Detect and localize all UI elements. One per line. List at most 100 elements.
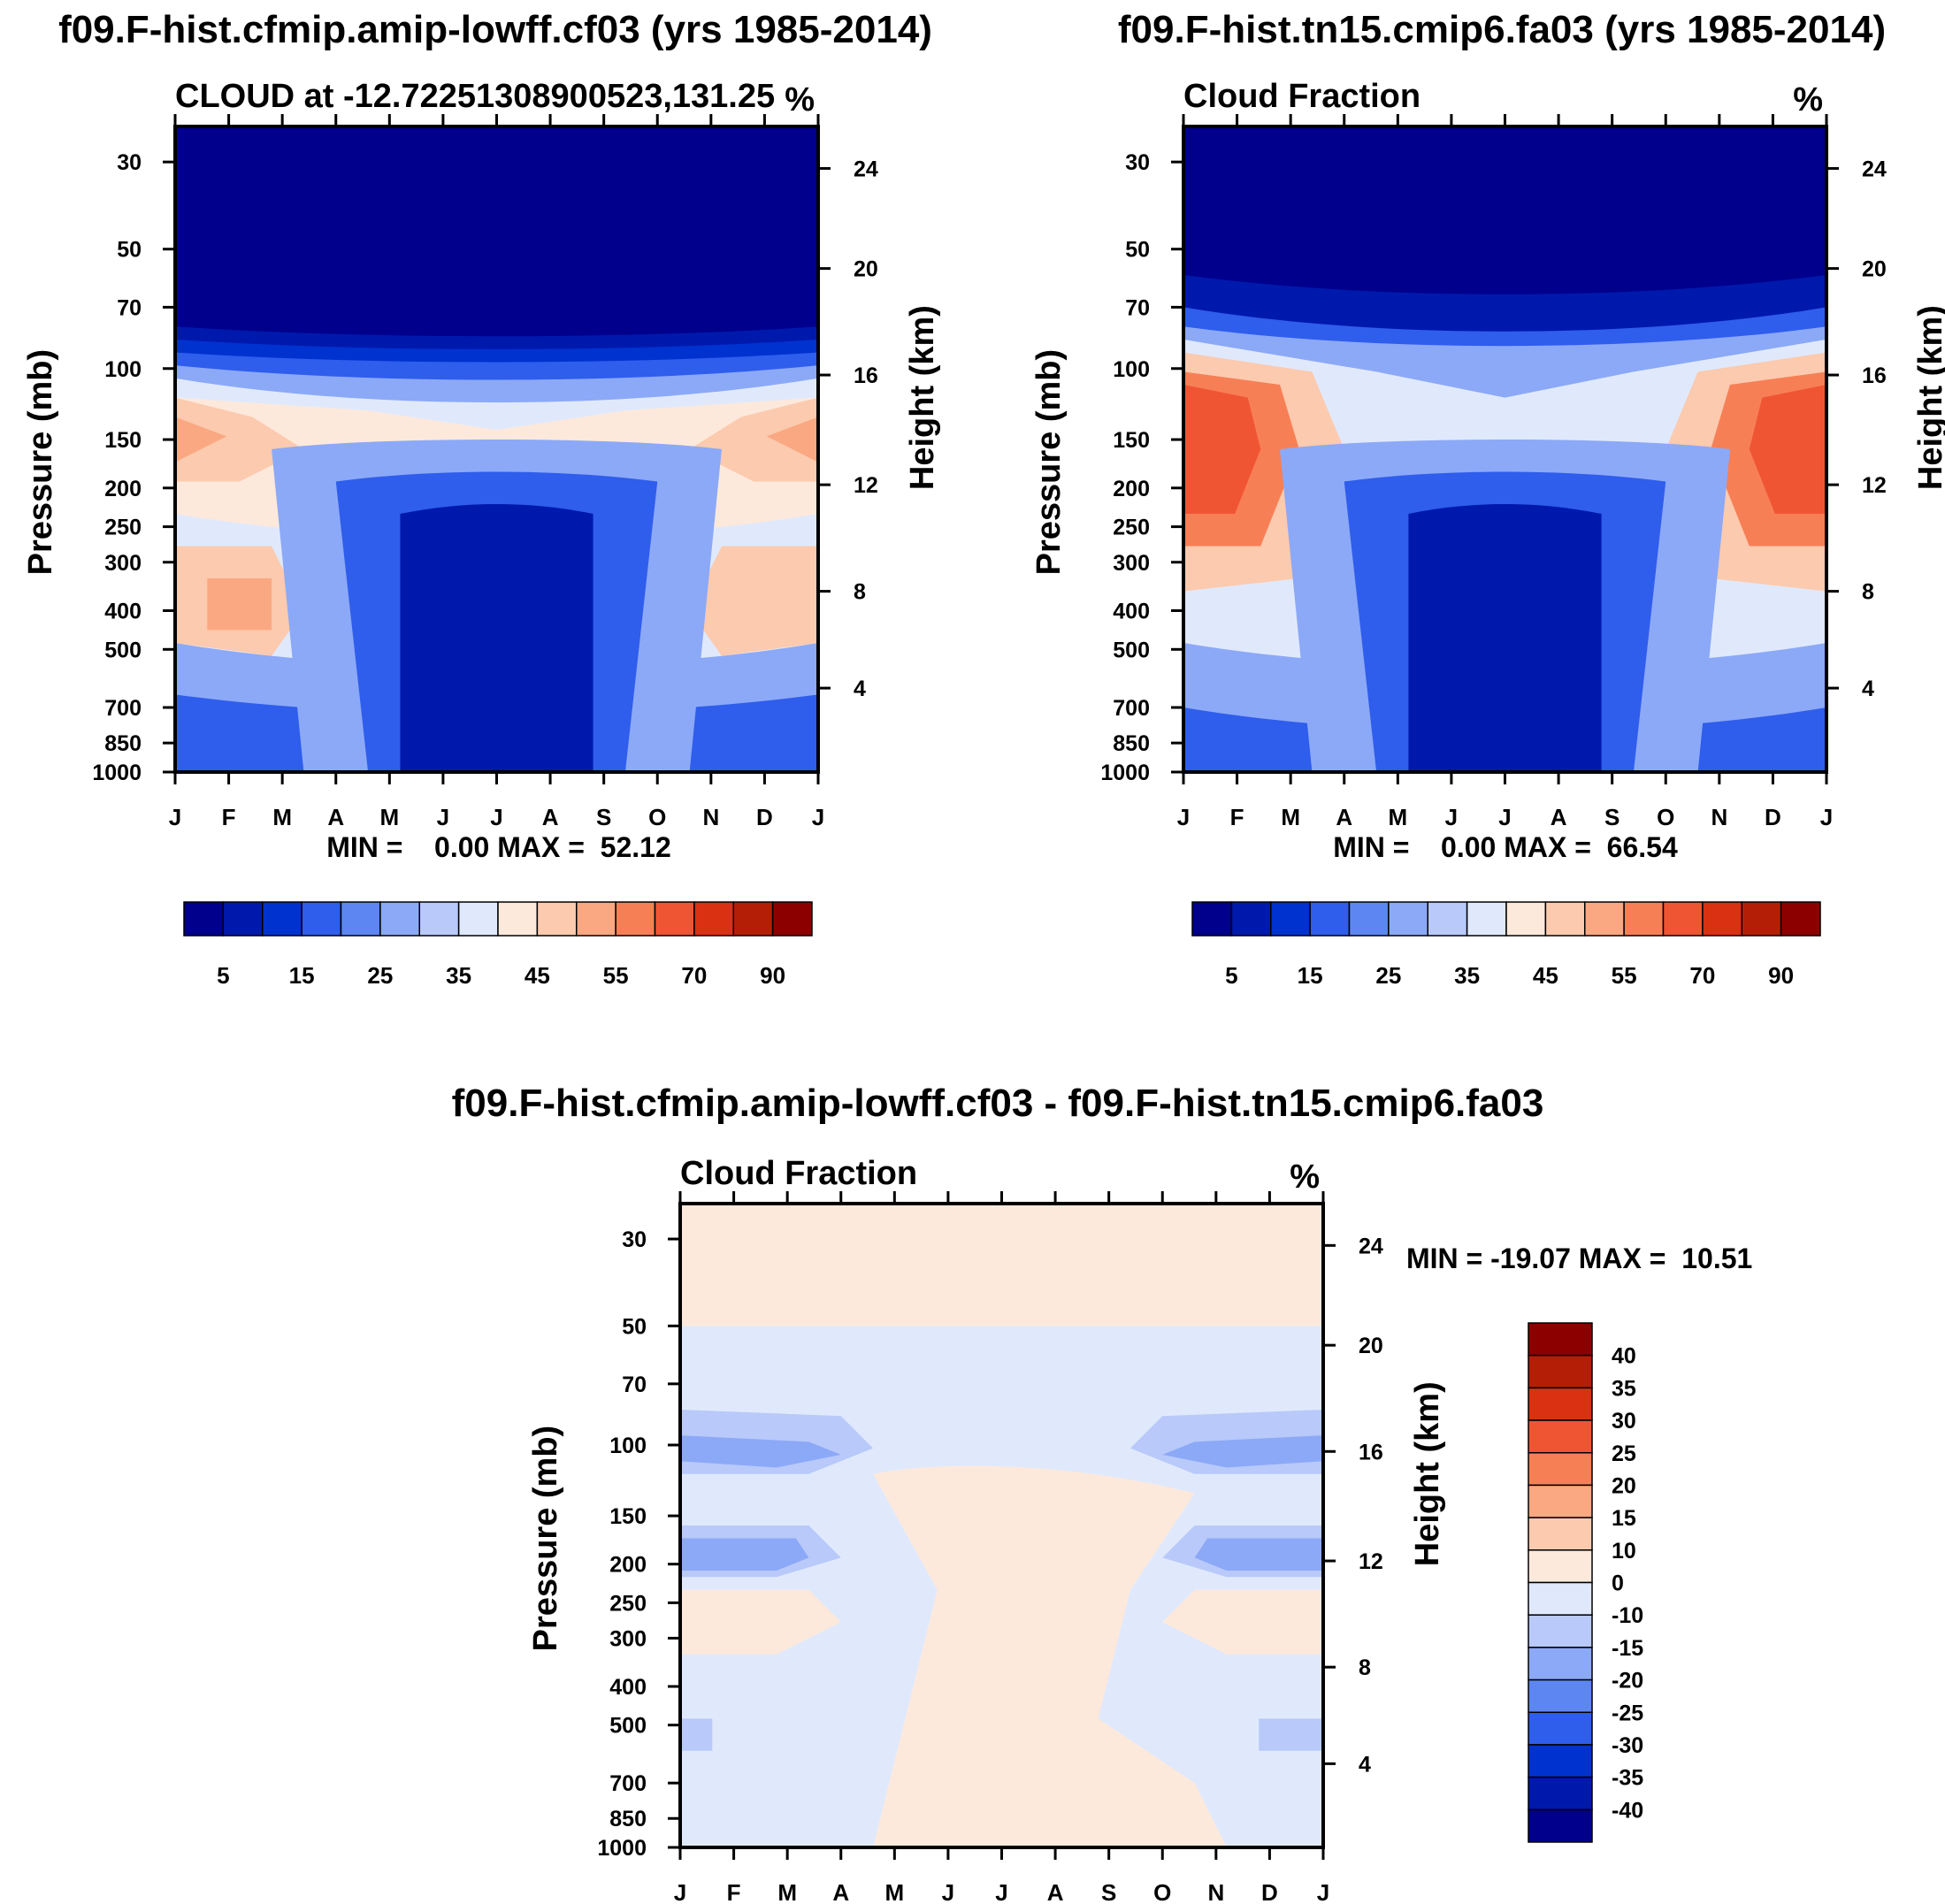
colorbar-swatch <box>1528 1517 1593 1551</box>
y2-tick-label: 8 <box>1862 580 1874 605</box>
colorbar-swatch <box>1528 1354 1593 1389</box>
contour-band <box>175 397 304 482</box>
y2-tick-label: 8 <box>854 580 866 605</box>
y-tick-label: 400 <box>609 1675 647 1700</box>
y-tick-label: 30 <box>117 150 142 175</box>
panel-title: f09.F-hist.cfmip.amip-lowff.cf03 (yrs 19… <box>58 8 932 51</box>
y2-axis-label: Height (km) <box>1409 1381 1446 1566</box>
colorbar-label: 25 <box>1375 962 1401 989</box>
colorbar-swatch <box>1528 1744 1593 1778</box>
y-tick-label: 150 <box>104 428 142 453</box>
contour-band <box>680 1589 841 1655</box>
contour-band <box>1259 1718 1323 1751</box>
y-tick-label: 250 <box>1113 516 1150 540</box>
y2-tick-label: 16 <box>1359 1440 1383 1464</box>
contour-band <box>175 417 227 463</box>
contour-band <box>680 1435 841 1468</box>
x-tick-label: J <box>812 804 824 830</box>
x-tick-label: F <box>1230 804 1244 830</box>
x-tick-label: M <box>272 804 292 830</box>
panel-subtitle: Cloud Fraction <box>680 1155 917 1192</box>
colorbar-swatch <box>262 901 302 937</box>
y2-axis-label: Height (km) <box>1912 305 1945 490</box>
contour-band <box>689 397 818 482</box>
y-axis-label: Pressure (mb) <box>527 1426 564 1652</box>
y-tick-label: 50 <box>117 238 142 263</box>
contour-band <box>680 1204 1323 1327</box>
x-tick-label: F <box>222 804 236 830</box>
contour-band <box>1162 1435 1323 1468</box>
y-tick-label: 150 <box>609 1504 647 1529</box>
contour-band <box>1749 385 1826 514</box>
colorbar-swatch <box>536 901 578 937</box>
y2-tick-label: 4 <box>854 677 866 701</box>
colorbar-label: 35 <box>446 962 471 989</box>
y-tick-label: 250 <box>609 1591 647 1616</box>
colorbar-swatch <box>1528 1614 1593 1648</box>
colorbar-label: 15 <box>289 962 315 989</box>
y2-tick-label: 24 <box>854 157 878 181</box>
y-tick-label: 200 <box>104 477 142 501</box>
colorbar-label: 55 <box>603 962 629 989</box>
colorbar-label: 15 <box>1298 962 1323 989</box>
y2-tick-label: 24 <box>1862 157 1887 181</box>
colorbar-label: -40 <box>1612 1798 1643 1823</box>
colorbar-swatch <box>732 901 774 937</box>
y-tick-label: 700 <box>104 696 142 721</box>
y-tick-label: 300 <box>1113 551 1150 576</box>
colorbar-label: -20 <box>1612 1669 1643 1694</box>
colorbar-swatch <box>576 901 616 937</box>
x-tick-label: F <box>727 1879 741 1904</box>
colorbar-swatch <box>1528 1776 1593 1811</box>
y2-tick-label: 20 <box>1862 257 1887 282</box>
colorbar-swatch <box>1528 1419 1593 1454</box>
y-axis-label: Pressure (mb) <box>22 349 59 576</box>
colorbar-label: 20 <box>1612 1473 1636 1498</box>
colorbar-swatch <box>1528 1549 1593 1584</box>
contour-band <box>1194 1538 1323 1571</box>
colorbar-swatch <box>1309 901 1351 937</box>
colorbar-swatch <box>1505 901 1547 937</box>
y2-tick-label: 12 <box>1862 473 1887 498</box>
y-tick-label: 30 <box>1125 150 1150 175</box>
y-tick-label: 50 <box>622 1314 647 1339</box>
colorbar-swatch <box>1528 1678 1593 1713</box>
colorbar-label: 55 <box>1612 962 1637 989</box>
colorbar-label: 5 <box>217 962 229 989</box>
colorbar-label: 40 <box>1612 1344 1636 1369</box>
stats-text: MIN = 0.00 MAX = 66.54 <box>1333 831 1678 863</box>
y2-tick-label: 16 <box>854 363 878 388</box>
colorbar <box>1528 1322 1593 1843</box>
y-tick-label: 500 <box>1113 638 1150 662</box>
colorbar-label: 90 <box>760 962 785 989</box>
x-tick-label: N <box>1711 804 1727 830</box>
y-tick-label: 700 <box>1113 696 1150 721</box>
y-tick-label: 70 <box>1125 295 1150 320</box>
colorbar-label: 25 <box>367 962 393 989</box>
colorbar-label: 70 <box>1689 962 1715 989</box>
colorbar-swatch <box>379 901 420 937</box>
x-tick-label: A <box>832 1879 849 1904</box>
x-tick-label: J <box>437 804 449 830</box>
colorbar-swatch <box>1528 1581 1593 1616</box>
units-label: % <box>785 81 815 119</box>
y-tick-label: 100 <box>609 1434 647 1458</box>
panel-title: f09.F-hist.tn15.cmip6.fa03 (yrs 1985-201… <box>1118 8 1886 51</box>
y-tick-label: 1000 <box>1100 761 1150 785</box>
x-tick-label: M <box>884 1879 904 1904</box>
colorbar-swatch <box>222 901 264 937</box>
x-tick-label: O <box>648 804 666 830</box>
x-tick-label: A <box>327 804 344 830</box>
contour-layer <box>680 1204 1323 1847</box>
x-tick-label: M <box>379 804 399 830</box>
colorbar-swatch <box>1388 901 1428 937</box>
panel-subtitle: CLOUD at -12.72251308900523,131.25 <box>175 78 775 115</box>
contour-band <box>1408 504 1602 772</box>
colorbar <box>183 901 813 937</box>
colorbar-label: 45 <box>525 962 550 989</box>
y2-tick-label: 4 <box>1359 1752 1371 1777</box>
colorbar-swatch <box>1270 901 1311 937</box>
x-tick-label: J <box>942 1879 954 1904</box>
colorbar-swatch <box>183 901 225 937</box>
y-tick-label: 50 <box>1125 238 1150 263</box>
